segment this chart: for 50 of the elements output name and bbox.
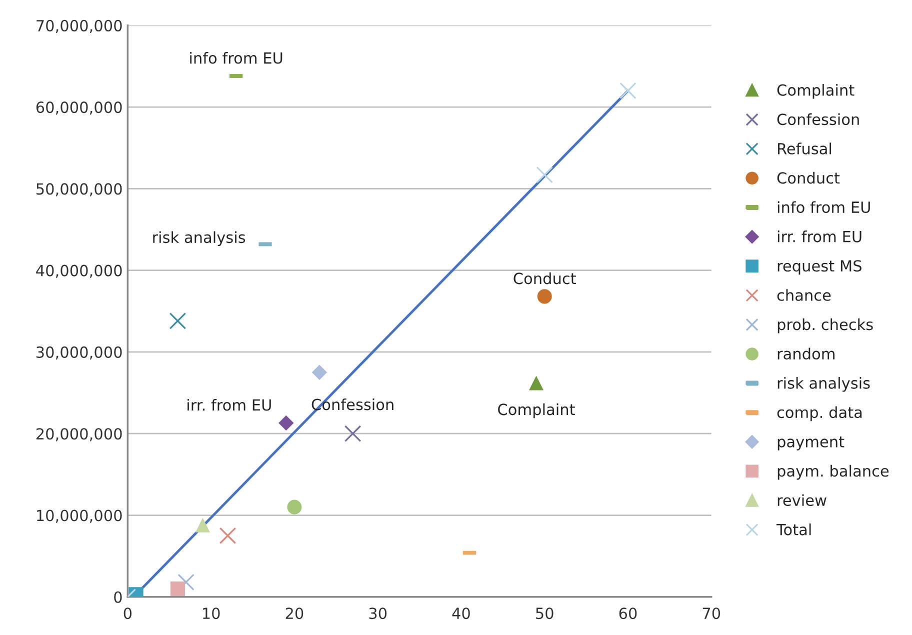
legend-label: Total (776, 524, 811, 536)
annotation: risk analysis (153, 231, 246, 246)
annotation: Complaint (498, 403, 575, 418)
legend-label: request MS (778, 260, 862, 275)
legend-label: review (778, 494, 826, 506)
point (344, 425, 362, 442)
legend-label: Conduct (777, 172, 840, 184)
y-tick-label: 20,000,000 (36, 428, 122, 442)
legend-label: info from EU (778, 201, 870, 214)
point (287, 500, 302, 514)
point (536, 166, 554, 184)
y-tick-label: 10,000,000 (37, 510, 122, 523)
annotation: Conduct (514, 272, 576, 284)
legend-label: prob. checks (778, 318, 873, 334)
x-tick-label: 60 (619, 608, 637, 620)
point (528, 376, 544, 390)
x-tick-label: 30 (369, 608, 387, 620)
y-tick-label: 60,000,000 (36, 102, 122, 115)
point (312, 364, 328, 380)
point (278, 415, 294, 431)
point (195, 518, 210, 532)
x-tick-label: 40 (452, 608, 470, 620)
x-tick-label: 70 (702, 608, 720, 620)
legend-label: payment (778, 436, 844, 450)
legend-label: risk analysis (778, 377, 870, 392)
x-tick-label: 50 (536, 608, 554, 620)
legend-label: irr. from EU (778, 230, 862, 242)
legend-label: Confession (777, 113, 859, 126)
legend-label: random (778, 348, 834, 360)
x-tick-label: 10 (203, 608, 220, 620)
y-tick-label: 40,000,000 (36, 264, 122, 278)
point (170, 581, 185, 596)
point (620, 82, 636, 100)
legend-label: chance (777, 289, 831, 301)
legend-label: comp. data (777, 406, 862, 422)
y-tick-label: 30,000,000 (36, 346, 122, 360)
point (178, 574, 194, 591)
legend-label: Refusal (778, 142, 832, 154)
y-tick-label: 70,000,000 (36, 20, 122, 33)
point (537, 289, 552, 304)
y-tick-label: 50,000,000 (36, 183, 122, 196)
legend-label: paym. balance (778, 464, 889, 480)
annotation: info from EU (190, 52, 282, 64)
x-tick-label: 20 (286, 608, 304, 620)
x-tick-label: 0 (124, 608, 132, 620)
annotation: irr. from EU (188, 398, 271, 411)
legend-label: Complaint (777, 84, 854, 99)
y-tick-label: 0 (114, 591, 122, 603)
point (169, 312, 186, 330)
point (219, 527, 236, 544)
